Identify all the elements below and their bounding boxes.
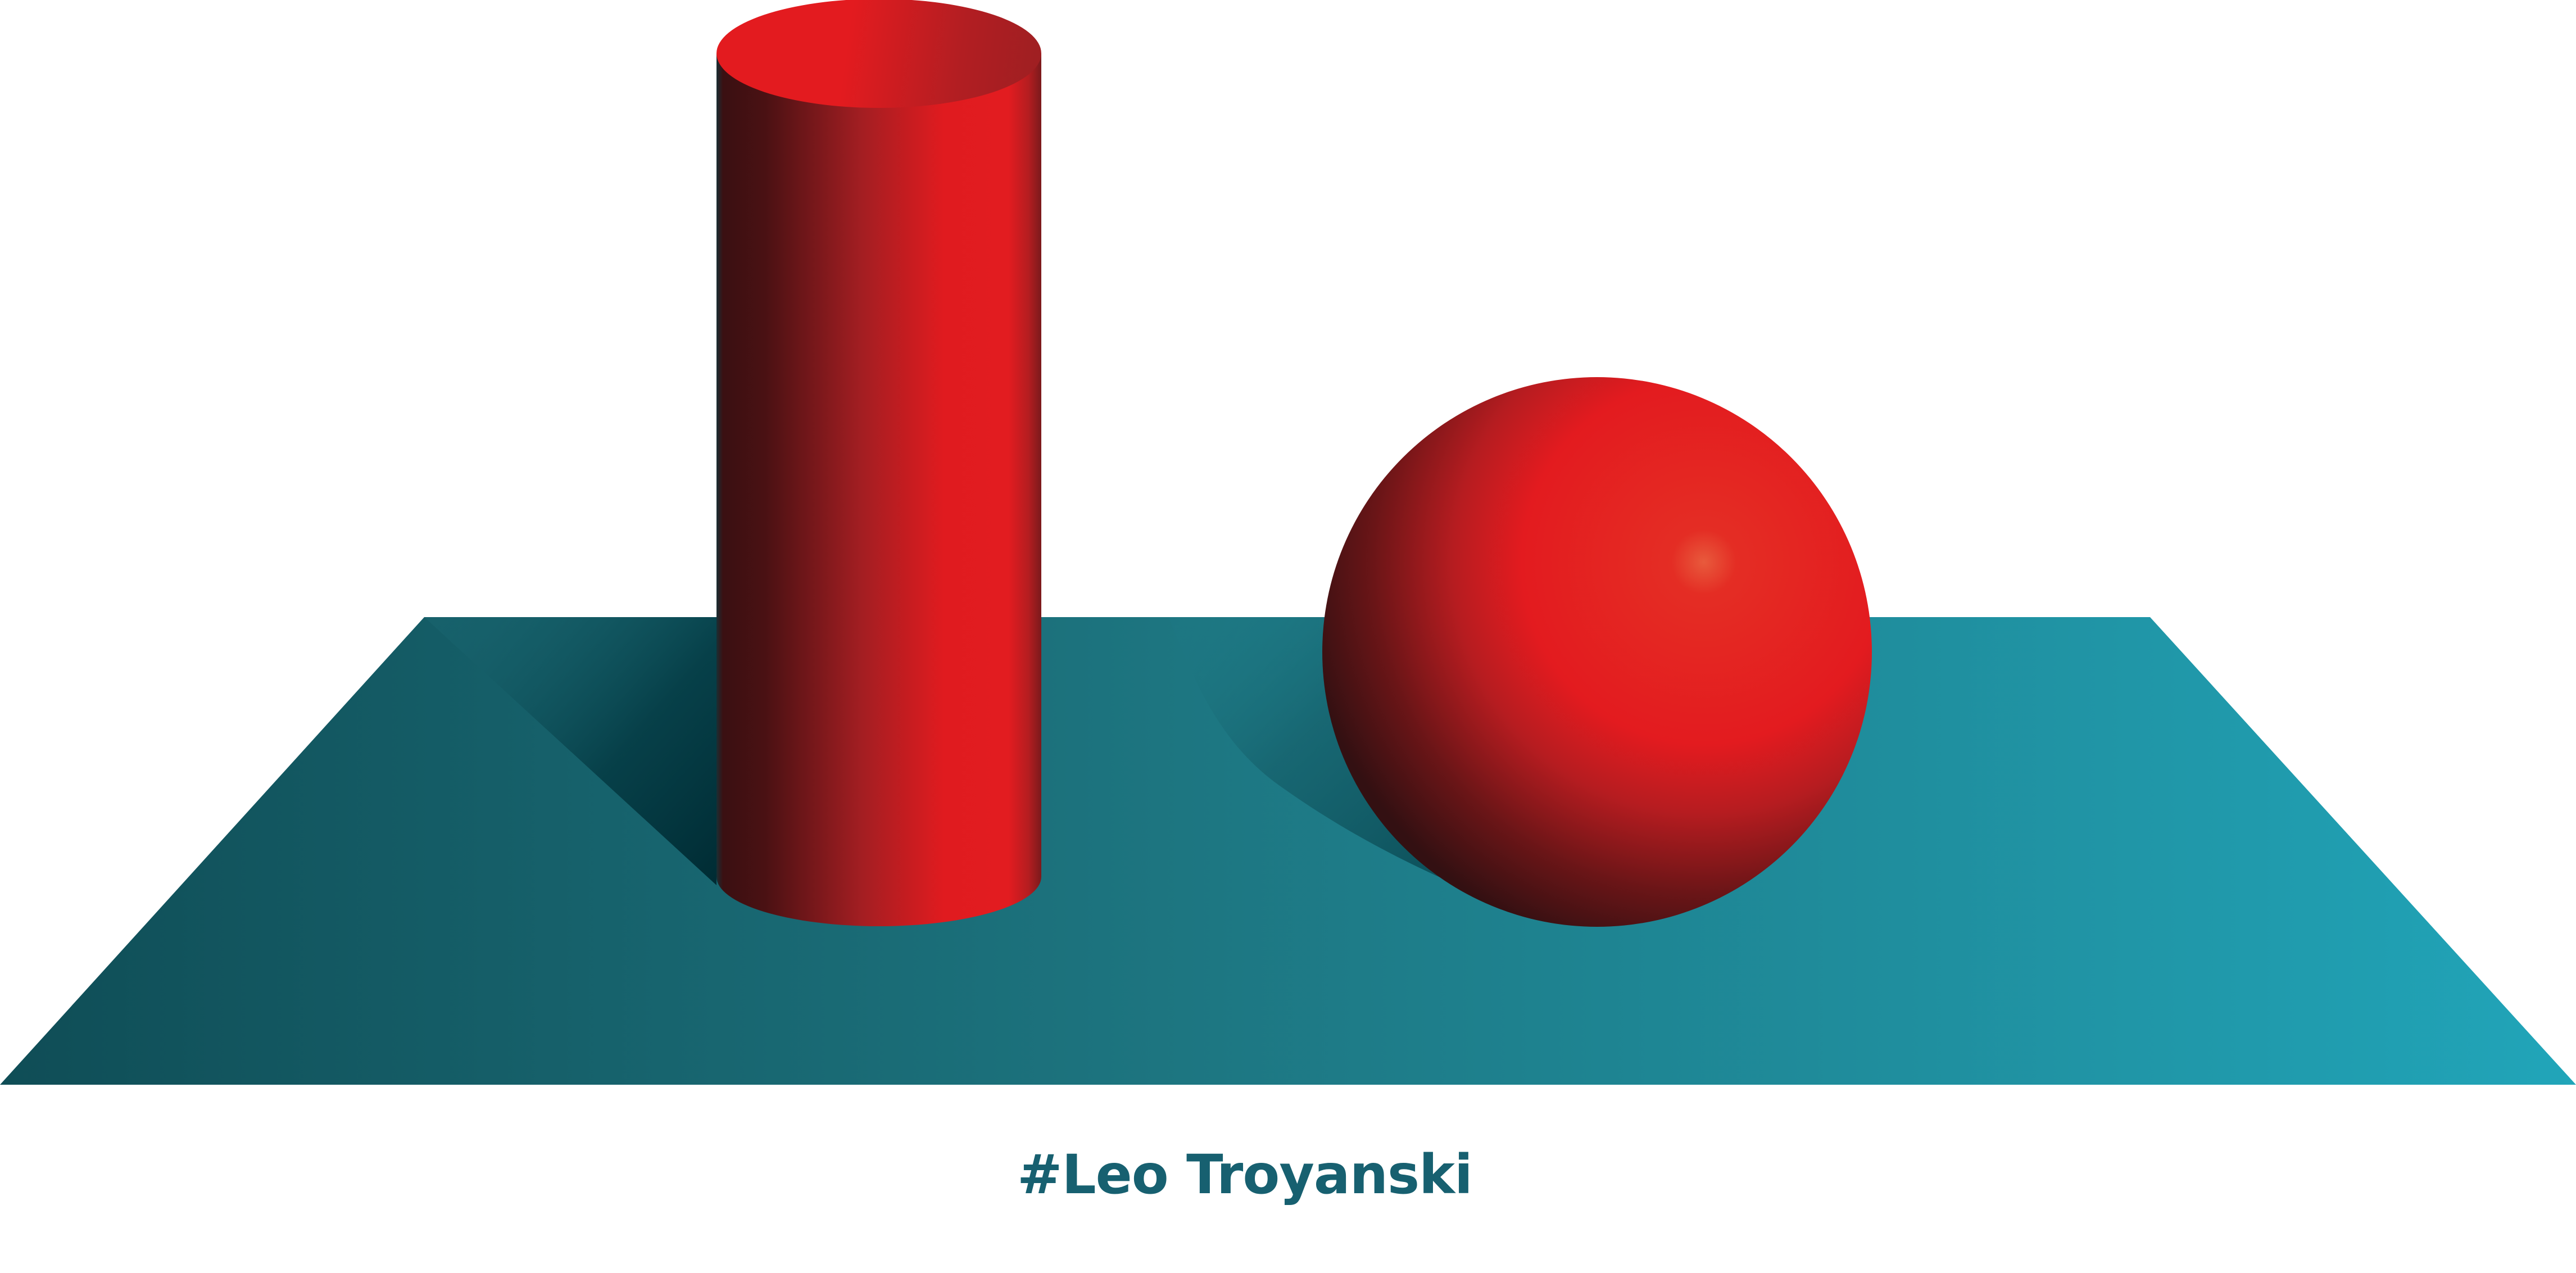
sphere-shadow (1169, 617, 1568, 925)
cylinder-body (716, 53, 1041, 926)
cylinder-shadow (424, 617, 716, 885)
cylinder-top (716, 0, 1041, 108)
sphere (1322, 377, 1872, 927)
cylinder (716, 0, 1041, 926)
